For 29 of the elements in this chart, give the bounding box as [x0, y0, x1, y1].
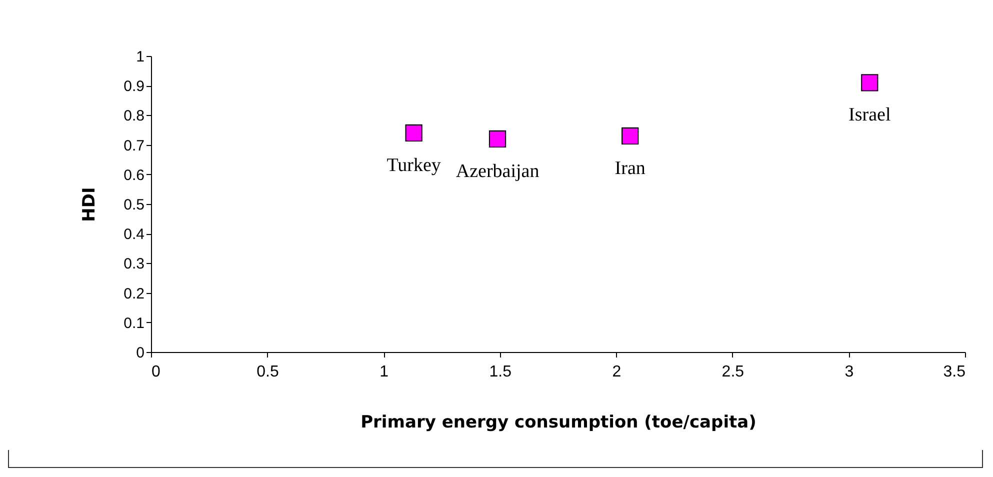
x-tick-label: 2	[612, 364, 622, 380]
x-tick-label: 3.5	[943, 364, 966, 380]
y-tick-label: 0.7	[124, 137, 144, 154]
y-tick-label: 0.4	[124, 226, 144, 244]
x-tick-label: 2.5	[722, 364, 744, 380]
point	[622, 127, 639, 144]
y-tick-label: 0.1	[124, 314, 144, 332]
y-tick-label: 0	[136, 344, 144, 362]
annotation: Azerbaijan	[456, 160, 540, 182]
y-axis-title: HDI	[80, 187, 100, 222]
x-tick-label: 0	[152, 364, 160, 380]
x-tick-label: 1	[380, 364, 389, 380]
x-axis-title: Primary energy consumption (toe/capita)	[360, 412, 756, 432]
point	[405, 124, 422, 142]
y-tick-label: 0.8	[124, 108, 144, 125]
x-tick-label: 1.5	[489, 364, 512, 380]
y-tick-label: 0.5	[124, 196, 144, 214]
annotation: Iran	[614, 158, 646, 179]
y-tick-label: 0.3	[124, 256, 144, 273]
x-tick-label: 3	[844, 364, 854, 380]
y-tick-label: 1	[136, 48, 144, 66]
y-tick-label: 0.2	[124, 285, 144, 302]
x-tick-label: 0.5	[256, 364, 280, 380]
annotation: Israel	[848, 104, 891, 126]
annotation: Turkey	[386, 154, 442, 176]
y-tick-label: 0.9	[124, 78, 144, 96]
point	[488, 130, 506, 148]
point	[861, 74, 878, 92]
y-tick-label: 0.6	[124, 166, 144, 184]
